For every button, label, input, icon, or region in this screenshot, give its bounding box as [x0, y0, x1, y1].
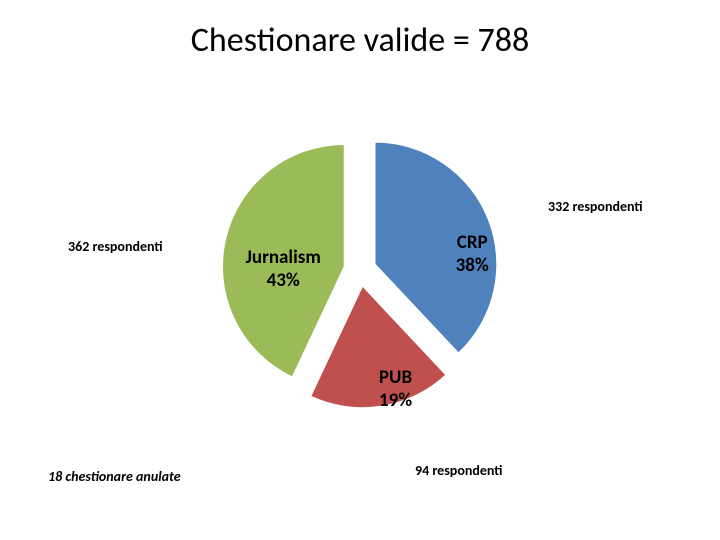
- slice-name-crp: CRP: [422, 231, 522, 254]
- slice-name-jurnalism: Jurnalism: [233, 246, 333, 269]
- slice-label-jurnalism: Jurnalism43%: [233, 246, 333, 292]
- annotation-left: 362 respondenti: [68, 238, 163, 255]
- slice-label-pub: PUB19%: [346, 366, 446, 412]
- slice-percent-jurnalism: 43%: [233, 269, 333, 292]
- slice-percent-pub: 19%: [346, 389, 446, 412]
- annotation-right: 332 respondenti: [548, 198, 643, 215]
- annotation-bottom: 94 respondenti: [415, 462, 503, 479]
- annotation-footnote: 18 chestionare anulate: [48, 468, 181, 485]
- slice-percent-crp: 38%: [422, 254, 522, 277]
- page-title: Chestionare valide = 788: [0, 20, 720, 61]
- title-text: Chestionare valide = 788: [191, 20, 529, 61]
- slice-name-pub: PUB: [346, 366, 446, 389]
- pie-chart: CRP38%PUB19%Jurnalism43%: [220, 130, 500, 410]
- slice-label-crp: CRP38%: [422, 231, 522, 277]
